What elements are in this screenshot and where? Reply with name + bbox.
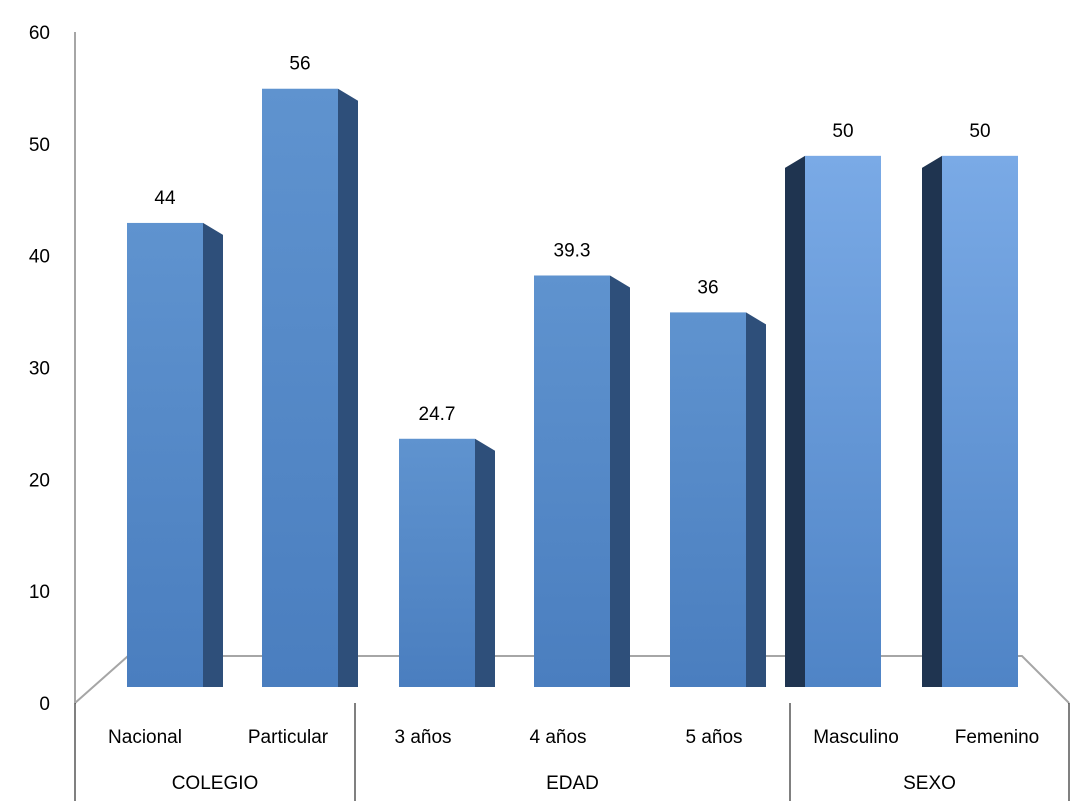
y-tick-label-40: 40 xyxy=(29,247,50,268)
y-tick-label-30: 30 xyxy=(29,359,50,380)
bars xyxy=(127,88,1018,688)
x-tick-label-3-anos: 3 años xyxy=(394,727,451,748)
x-tick-label-4-anos: 4 años xyxy=(529,727,586,748)
bar-side-nacional xyxy=(203,222,223,687)
bar-side-femenino xyxy=(922,155,942,688)
data-label-particular: 56 xyxy=(289,54,310,75)
bar-front-4-anos xyxy=(534,275,610,687)
bar-front-3-anos xyxy=(399,438,475,687)
y-tick-label-60: 60 xyxy=(29,23,50,44)
group-label-sexo: SEXO xyxy=(903,773,956,794)
bar-side-4-anos xyxy=(610,275,630,687)
y-tick-label-50: 50 xyxy=(29,135,50,156)
bar-front-femenino xyxy=(942,155,1018,688)
bar-front-particular xyxy=(262,88,338,687)
data-label-nacional: 44 xyxy=(154,188,176,209)
bar-side-3-anos xyxy=(475,438,495,687)
bar-5-anos xyxy=(670,312,766,687)
group-label-edad: EDAD xyxy=(546,773,599,794)
bar-nacional xyxy=(127,222,223,687)
x-tick-label-femenino: Femenino xyxy=(955,727,1040,748)
bar-side-particular xyxy=(338,88,358,687)
bar-femenino xyxy=(922,155,1018,688)
data-label-4-anos: 39.3 xyxy=(554,240,591,261)
bar-4-anos xyxy=(534,275,630,687)
y-tick-label-0: 0 xyxy=(39,694,50,715)
y-tick-label-10: 10 xyxy=(29,582,50,603)
x-tick-label-nacional: Nacional xyxy=(108,727,182,748)
x-tick-label-masculino: Masculino xyxy=(813,727,899,748)
bar-masculino xyxy=(785,155,881,688)
data-labels: 44 56 24.7 39.3 36 50 50 xyxy=(154,54,990,425)
bar-3-anos xyxy=(399,438,495,687)
data-label-5-anos: 36 xyxy=(697,277,718,298)
data-label-femenino: 50 xyxy=(969,121,990,142)
data-label-3-anos: 24.7 xyxy=(419,404,456,425)
bar-side-masculino xyxy=(785,155,805,688)
y-tick-label-20: 20 xyxy=(29,470,50,491)
bar-particular xyxy=(262,88,358,687)
group-label-colegio: COLEGIO xyxy=(172,773,259,794)
bar-front-5-anos xyxy=(670,312,746,687)
bar-side-5-anos xyxy=(746,312,766,687)
x-tick-label-particular: Particular xyxy=(248,727,329,748)
bar-front-masculino xyxy=(805,155,881,688)
x-axis: Nacional Particular 3 años 4 años 5 años Masc… xyxy=(74,703,1070,801)
bar-front-nacional xyxy=(127,222,203,687)
y-axis: 0 10 20 30 40 50 60 xyxy=(29,23,76,715)
data-label-masculino: 50 xyxy=(832,121,853,142)
x-tick-label-5-anos: 5 años xyxy=(685,727,742,748)
